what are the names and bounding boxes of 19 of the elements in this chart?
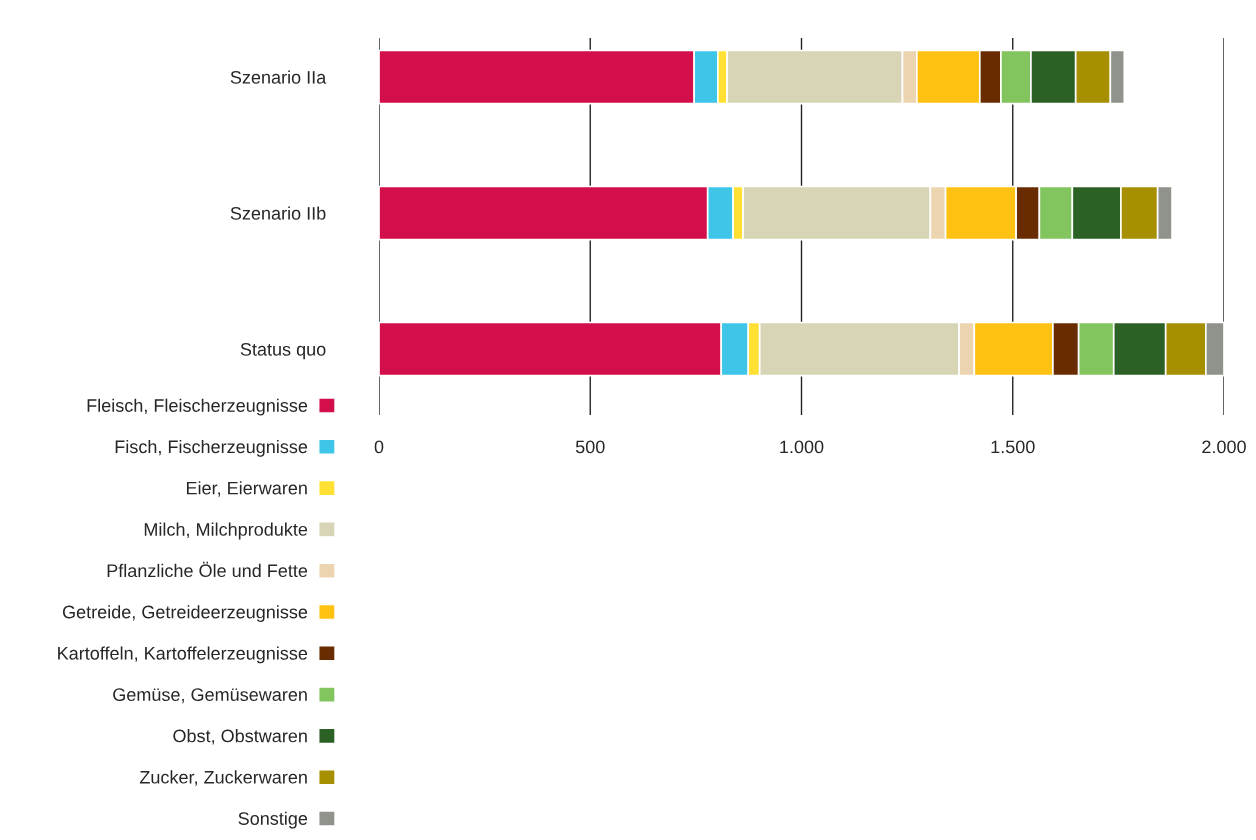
legend-label: Gemüse, Gemüsewaren	[113, 688, 307, 704]
legend-label: Pflanzliche Öle und Fette	[107, 561, 308, 578]
legend-label: Fleisch, Fleischerzeugnisse	[87, 398, 308, 416]
legend-label: Fisch, Fischerzeugnisse	[115, 439, 308, 457]
x-tick-label: 0	[374, 440, 384, 454]
legend-label: Obst, Obstwaren	[173, 729, 307, 745]
x-tick-label: 2.000	[1202, 440, 1246, 454]
legend-label: Sonstige	[238, 811, 308, 829]
y-tick-label: Status quo	[240, 342, 326, 360]
legend-label: Kartoffeln, Kartoffelerzeugnisse	[58, 646, 308, 664]
y-tick-label: Szenario IIb	[230, 206, 326, 220]
x-tick-label: 1.000	[780, 440, 824, 454]
legend-label: Eier, Eierwaren	[186, 481, 307, 497]
x-tick-label: 1.500	[991, 440, 1035, 454]
legend-label: Milch, Milchprodukte	[144, 522, 308, 540]
y-tick-label: Szenario IIa	[230, 70, 327, 84]
legend-label: Zucker, Zuckerwaren	[139, 770, 307, 786]
x-tick-label: 500	[575, 440, 605, 454]
legend-label: Getreide, Getreideerzeugnisse	[62, 605, 308, 622]
